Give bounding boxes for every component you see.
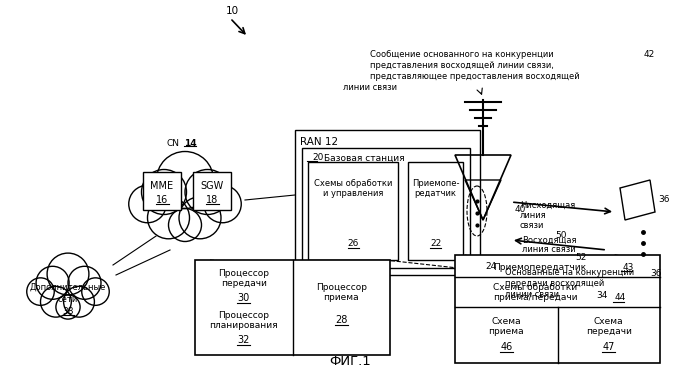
Text: планирования: планирования bbox=[210, 321, 278, 331]
Text: представления восходящей линии связи,: представления восходящей линии связи, bbox=[370, 61, 554, 70]
Bar bbox=[295, 130, 480, 275]
Text: 32: 32 bbox=[238, 335, 250, 345]
Text: 20: 20 bbox=[312, 153, 324, 162]
Text: Приемопе-: Приемопе- bbox=[412, 179, 459, 188]
Text: 30: 30 bbox=[238, 293, 250, 303]
Circle shape bbox=[47, 253, 89, 295]
Text: сети: сети bbox=[58, 294, 78, 303]
Bar bbox=[308, 162, 398, 260]
Text: линия связи: линия связи bbox=[522, 246, 575, 255]
Text: Процессор: Процессор bbox=[218, 270, 269, 279]
Circle shape bbox=[147, 197, 189, 239]
Text: линии связи: линии связи bbox=[505, 290, 559, 299]
Circle shape bbox=[185, 170, 230, 214]
Text: CN: CN bbox=[166, 138, 180, 147]
Circle shape bbox=[179, 197, 221, 239]
Text: 42: 42 bbox=[644, 50, 655, 59]
Text: 43: 43 bbox=[623, 262, 635, 271]
Text: 16: 16 bbox=[156, 195, 168, 205]
Circle shape bbox=[41, 286, 71, 317]
Bar bbox=[302, 148, 470, 268]
Circle shape bbox=[157, 152, 213, 209]
Circle shape bbox=[129, 185, 166, 223]
Text: Дополнительные: Дополнительные bbox=[30, 282, 106, 291]
Text: 36: 36 bbox=[658, 196, 670, 205]
Text: 10: 10 bbox=[226, 6, 238, 16]
Circle shape bbox=[203, 185, 241, 223]
Text: 28: 28 bbox=[335, 315, 347, 325]
Text: 40: 40 bbox=[515, 206, 526, 214]
Text: приема/передачи: приема/передачи bbox=[493, 294, 577, 303]
Bar bbox=[143, 172, 181, 210]
Text: 46: 46 bbox=[500, 342, 512, 352]
Text: Основанные на конкуренции: Основанные на конкуренции bbox=[505, 268, 634, 277]
Text: и управления: и управления bbox=[323, 190, 383, 199]
Text: 14: 14 bbox=[184, 138, 196, 147]
Text: 26: 26 bbox=[347, 240, 359, 249]
Text: 44: 44 bbox=[615, 294, 626, 303]
Text: представляющее предоставления восходящей: представляющее предоставления восходящей bbox=[370, 72, 579, 81]
Text: ФИГ.1: ФИГ.1 bbox=[329, 355, 371, 368]
Circle shape bbox=[56, 295, 80, 319]
Text: 36: 36 bbox=[650, 268, 661, 277]
Text: RAN 12: RAN 12 bbox=[300, 137, 338, 147]
Text: Схема: Схема bbox=[594, 317, 624, 326]
Text: редатчик: редатчик bbox=[415, 190, 456, 199]
Text: Схемы обработки: Схемы обработки bbox=[314, 179, 392, 188]
Circle shape bbox=[36, 266, 69, 299]
Text: приема: приема bbox=[324, 294, 359, 303]
Circle shape bbox=[141, 170, 187, 214]
Text: 22: 22 bbox=[430, 240, 441, 249]
Text: Восходящая: Восходящая bbox=[522, 235, 577, 244]
Circle shape bbox=[82, 278, 109, 305]
Bar bbox=[193, 172, 231, 210]
Text: SGW: SGW bbox=[201, 181, 224, 191]
Text: Приемопередатчик: Приемопередатчик bbox=[493, 262, 586, 271]
Bar bbox=[455, 255, 660, 363]
Text: 38: 38 bbox=[62, 306, 74, 315]
Text: Схемы обработки: Схемы обработки bbox=[493, 284, 577, 293]
Text: 50: 50 bbox=[555, 230, 566, 240]
Text: приема: приема bbox=[489, 326, 524, 335]
Text: Базовая станция: Базовая станция bbox=[324, 153, 405, 162]
Text: передачи: передачи bbox=[586, 326, 632, 335]
Bar bbox=[408, 162, 463, 260]
Text: Схема: Схема bbox=[491, 317, 521, 326]
Text: линии связи: линии связи bbox=[343, 83, 397, 92]
Circle shape bbox=[27, 278, 55, 305]
Text: передачи восходящей: передачи восходящей bbox=[505, 279, 604, 288]
Text: линия: линия bbox=[520, 211, 547, 220]
Text: Сообщение основанного на конкуренции: Сообщение основанного на конкуренции bbox=[370, 50, 554, 59]
Text: передачи: передачи bbox=[221, 279, 267, 288]
Text: 52: 52 bbox=[575, 253, 586, 262]
Text: связи: связи bbox=[520, 220, 545, 229]
Circle shape bbox=[68, 266, 101, 299]
Circle shape bbox=[168, 209, 201, 241]
Text: Нисходящая: Нисходящая bbox=[520, 200, 575, 209]
Text: 24: 24 bbox=[485, 262, 496, 271]
Text: 18: 18 bbox=[206, 195, 218, 205]
Bar bbox=[195, 260, 390, 355]
Circle shape bbox=[64, 286, 94, 317]
Text: MME: MME bbox=[150, 181, 173, 191]
Text: 34: 34 bbox=[596, 291, 607, 300]
Text: Процессор: Процессор bbox=[218, 311, 269, 320]
Text: Процессор: Процессор bbox=[316, 284, 367, 293]
Text: 47: 47 bbox=[603, 342, 615, 352]
